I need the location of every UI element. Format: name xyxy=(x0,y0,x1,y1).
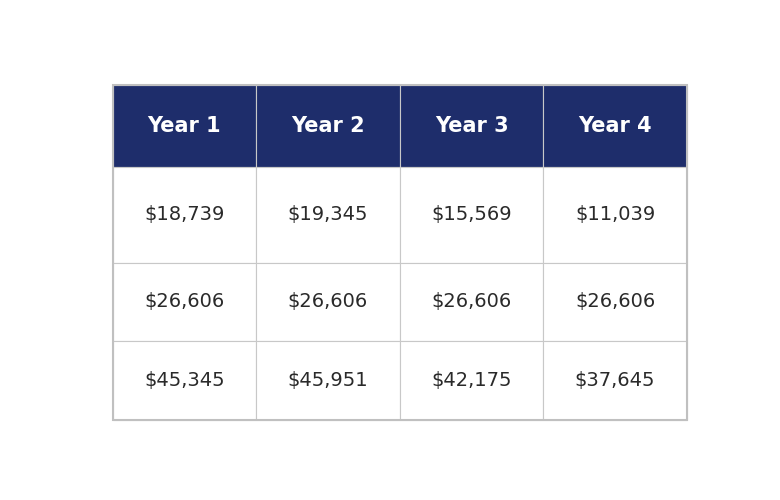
Text: $26,606: $26,606 xyxy=(431,292,512,312)
Text: $11,039: $11,039 xyxy=(575,206,655,225)
Text: $26,606: $26,606 xyxy=(288,292,368,312)
Bar xyxy=(256,342,399,420)
Bar xyxy=(544,85,687,167)
Bar xyxy=(544,167,687,262)
Bar xyxy=(112,167,256,262)
Text: $42,175: $42,175 xyxy=(431,371,512,390)
Bar xyxy=(112,85,687,420)
Bar xyxy=(544,342,687,420)
Text: $26,606: $26,606 xyxy=(144,292,225,312)
Text: Year 1: Year 1 xyxy=(147,116,222,136)
Bar xyxy=(112,85,256,167)
Text: $45,951: $45,951 xyxy=(288,371,368,390)
Bar xyxy=(256,167,399,262)
Bar xyxy=(399,85,544,167)
Text: $15,569: $15,569 xyxy=(431,206,512,225)
Bar xyxy=(399,167,544,262)
Text: $19,345: $19,345 xyxy=(288,206,368,225)
Bar xyxy=(112,262,256,342)
Bar xyxy=(399,342,544,420)
Bar xyxy=(112,342,256,420)
Text: $45,345: $45,345 xyxy=(144,371,225,390)
Text: Year 4: Year 4 xyxy=(578,116,652,136)
Text: $37,645: $37,645 xyxy=(575,371,655,390)
Bar xyxy=(399,262,544,342)
Text: $18,739: $18,739 xyxy=(144,206,225,225)
Text: $26,606: $26,606 xyxy=(575,292,655,312)
Bar xyxy=(544,262,687,342)
Text: Year 2: Year 2 xyxy=(291,116,365,136)
Bar xyxy=(256,85,399,167)
Bar xyxy=(256,262,399,342)
Text: Year 3: Year 3 xyxy=(434,116,509,136)
